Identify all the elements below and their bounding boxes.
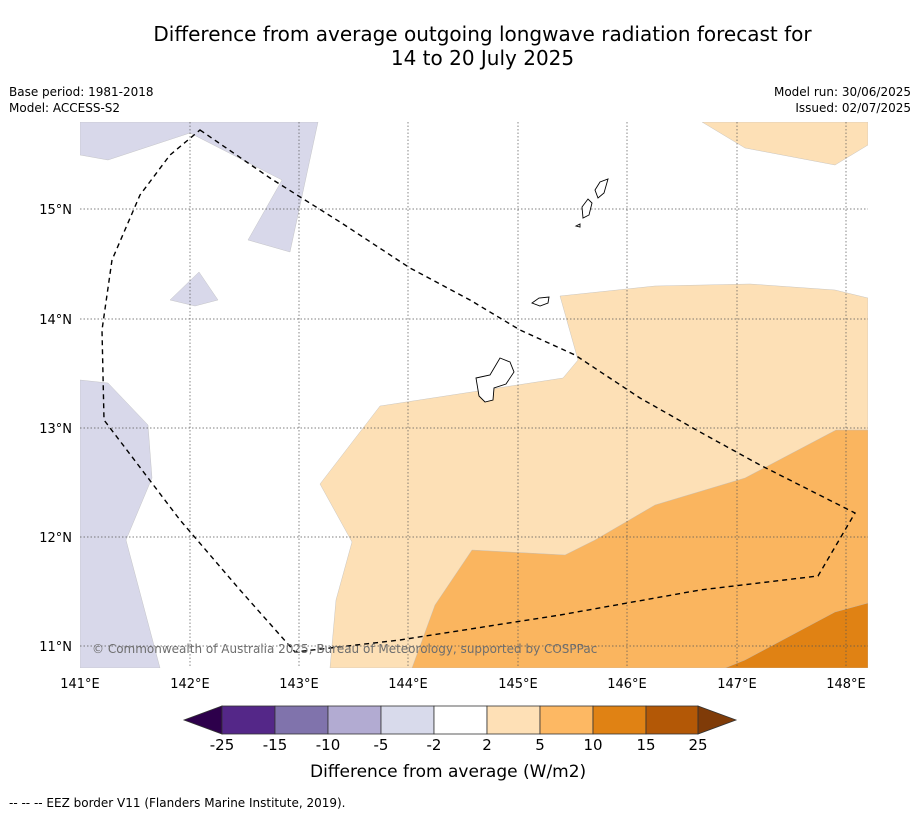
base-period: Base period: 1981-2018 — [9, 85, 154, 99]
colorbar-cell — [327, 705, 382, 735]
colorbar-cell — [592, 705, 647, 735]
colorbar-arrow-left — [182, 705, 223, 735]
purple-region-left — [80, 379, 161, 668]
island-rota — [531, 296, 550, 307]
colorbar-cell — [486, 705, 541, 735]
colorbar-tick: 5 — [535, 736, 545, 754]
lon-tick-147: 147°E — [717, 677, 757, 692]
lon-axis: 141°E 142°E 143°E 144°E 145°E 146°E 147°… — [60, 677, 866, 692]
dark-orange-region — [724, 602, 868, 668]
colorbar-tick: -10 — [315, 736, 341, 754]
lat-tick-13: 13°N — [39, 422, 72, 437]
colorbar-tick: 10 — [583, 736, 603, 754]
issued-date: Issued: 02/07/2025 — [795, 101, 911, 115]
colorbar-cell — [433, 705, 488, 735]
colorbar-cell — [539, 705, 594, 735]
island-guam — [475, 357, 515, 403]
meta-right: Model run: 30/06/2025 Issued: 02/07/2025 — [774, 84, 911, 116]
colorbar-tick: 2 — [482, 736, 492, 754]
colorbar-cell — [645, 705, 699, 735]
purple-region-small — [169, 271, 219, 307]
mid-orange-region — [411, 429, 868, 668]
gridlines — [80, 122, 868, 668]
island-tinian — [581, 198, 593, 219]
lat-tick-15: 15°N — [39, 203, 72, 218]
lat-tick-11: 11°N — [39, 640, 72, 655]
map-area: © Commonwealth of Australia 2025, Bureau… — [80, 122, 868, 668]
model-name: Model: ACCESS-S2 — [9, 101, 121, 115]
colorbar-title: Difference from average (W/m2) — [310, 762, 587, 782]
lat-tick-14: 14°N — [39, 313, 72, 328]
lon-tick-141: 141°E — [60, 677, 100, 692]
eez-border — [101, 129, 856, 653]
island-aguijan — [574, 223, 581, 228]
lon-tick-148: 148°E — [826, 677, 866, 692]
colorbar-arrow-right — [697, 705, 738, 735]
lon-tick-145: 145°E — [498, 677, 538, 692]
colorbar-tick: 25 — [688, 736, 708, 754]
lat-axis: 15°N 14°N 13°N 12°N 11°N — [39, 203, 72, 655]
colorbar-tick: -5 — [373, 736, 389, 754]
colorbar-tick: -15 — [262, 736, 288, 754]
title-line-2: 14 to 20 July 2025 — [390, 46, 575, 70]
colorbar — [182, 705, 738, 735]
title-line-1: Difference from average outgoing longwav… — [153, 22, 812, 46]
islands — [475, 178, 609, 403]
light-orange-top — [701, 122, 868, 166]
colorbar-cell — [221, 705, 276, 735]
lon-tick-142: 142°E — [170, 677, 210, 692]
lat-tick-12: 12°N — [39, 531, 72, 546]
lon-tick-146: 146°E — [607, 677, 647, 692]
colorbar-tick: -25 — [209, 736, 235, 754]
colorbar-tick: 15 — [636, 736, 656, 754]
island-saipan — [594, 178, 609, 199]
purple-region-top — [80, 122, 319, 253]
eez-legend-note: -- -- -- EEZ border V11 (Flanders Marine… — [9, 796, 346, 810]
copyright-text: © Commonwealth of Australia 2025, Bureau… — [92, 642, 597, 656]
model-run: Model run: 30/06/2025 — [773, 85, 911, 99]
lon-tick-144: 144°E — [388, 677, 428, 692]
colorbar-cell — [380, 705, 435, 735]
chart-title: Difference from average outgoing longwav… — [120, 22, 845, 70]
colorbar-tick: -2 — [426, 736, 442, 754]
meta-left: Base period: 1981-2018 Model: ACCESS-S2 — [9, 84, 154, 116]
lon-tick-143: 143°E — [279, 677, 319, 692]
colorbar-cell — [274, 705, 329, 735]
